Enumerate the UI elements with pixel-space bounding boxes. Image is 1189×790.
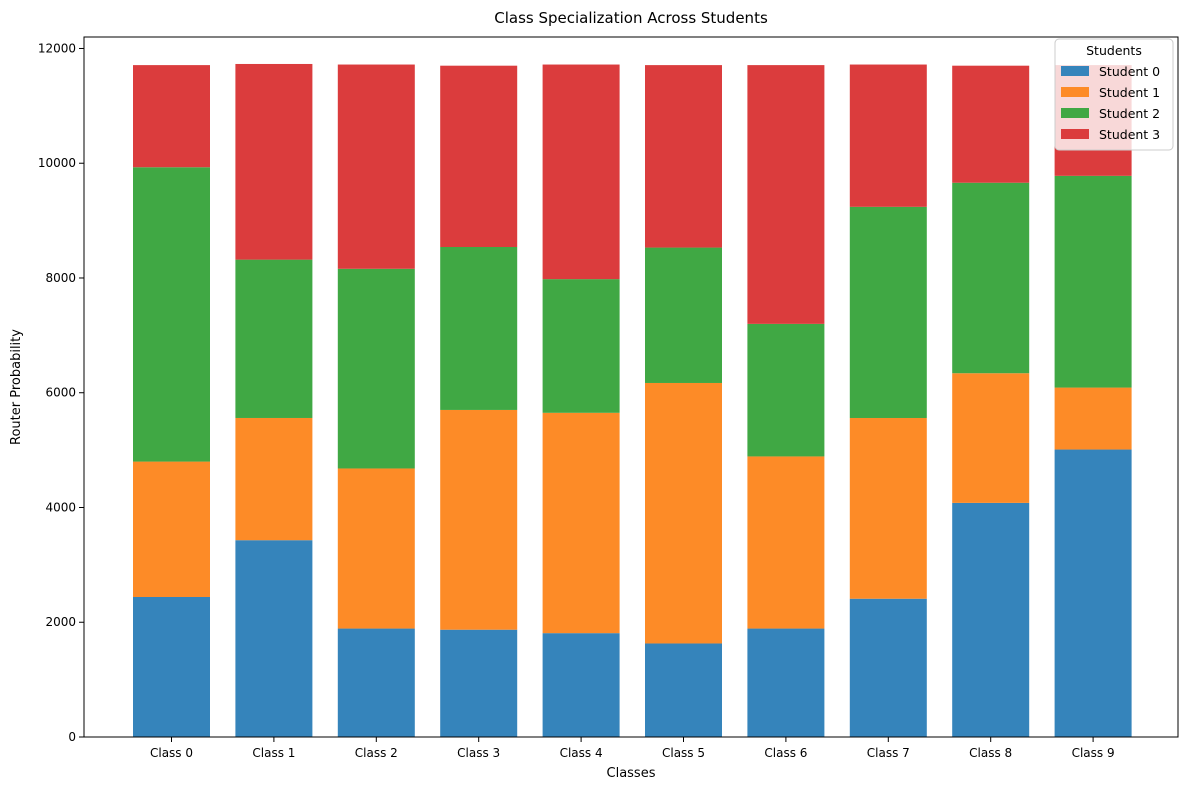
legend-label-student-0: Student 0 xyxy=(1099,64,1160,79)
legend-items: Student 0 Student 1 Student 2 Student 3 xyxy=(1061,64,1160,142)
x-axis: Class 0 Class 1 Class 2 Class 3 Class 4 Class… xyxy=(150,737,1115,760)
bar-segment-student-0-class-3 xyxy=(440,629,518,737)
bar-segment-student-3-class-1 xyxy=(235,63,313,260)
bar-segment-student-0-class-6 xyxy=(747,628,825,737)
bar-segment-student-3-class-8 xyxy=(952,65,1030,183)
legend-swatch-student-2 xyxy=(1061,108,1089,118)
x-tick-label: Class 6 xyxy=(764,746,807,760)
y-tick-label: 0 xyxy=(68,730,76,744)
bar-segment-student-0-class-4 xyxy=(542,633,620,737)
bar-stacks xyxy=(133,63,1132,737)
y-tick-label: 4000 xyxy=(45,500,76,514)
legend-label-student-2: Student 2 xyxy=(1099,106,1160,121)
legend-swatch-student-0 xyxy=(1061,66,1089,76)
bar-segment-student-3-class-2 xyxy=(337,64,415,269)
y-axis-label: Router Probability xyxy=(9,329,24,445)
bar-segment-student-0-class-9 xyxy=(1054,449,1132,737)
bar-segment-student-1-class-6 xyxy=(747,456,825,629)
x-tick-label: Class 9 xyxy=(1072,746,1115,760)
bar-segment-student-3-class-7 xyxy=(849,64,927,207)
bar-segment-student-2-class-4 xyxy=(542,279,620,413)
bar-segment-student-0-class-2 xyxy=(337,628,415,737)
legend-label-student-1: Student 1 xyxy=(1099,85,1160,100)
x-tick-label: Class 8 xyxy=(969,746,1012,760)
y-tick-label: 12000 xyxy=(38,41,76,55)
bar-segment-student-1-class-2 xyxy=(337,468,415,629)
bar-segment-student-1-class-8 xyxy=(952,373,1030,503)
bar-segment-student-2-class-9 xyxy=(1054,175,1132,388)
bar-segment-student-3-class-4 xyxy=(542,64,620,280)
bar-segment-student-3-class-0 xyxy=(133,65,210,168)
x-tick-label: Class 1 xyxy=(252,746,295,760)
x-axis-label: Classes xyxy=(607,766,656,781)
bar-segment-student-3-class-5 xyxy=(645,65,722,248)
bar-segment-student-0-class-0 xyxy=(133,597,210,737)
bar-segment-student-1-class-9 xyxy=(1054,387,1132,450)
legend-swatch-student-1 xyxy=(1061,87,1089,97)
bar-segment-student-2-class-2 xyxy=(337,268,415,469)
plot-frame xyxy=(83,36,1179,738)
y-axis: 0 2000 4000 6000 8000 10000 12000 xyxy=(38,41,84,744)
y-tick-label: 10000 xyxy=(38,156,76,170)
bar-segment-student-1-class-4 xyxy=(542,412,620,634)
bar-segment-student-1-class-3 xyxy=(440,409,518,630)
bar-segment-student-2-class-7 xyxy=(849,206,927,418)
bar-segment-student-0-class-5 xyxy=(645,643,722,737)
x-tick-label: Class 0 xyxy=(150,746,193,760)
y-tick-label: 6000 xyxy=(45,386,76,400)
bar-segment-student-2-class-3 xyxy=(440,247,518,410)
legend-swatch-student-3 xyxy=(1061,129,1089,139)
bar-segment-student-3-class-3 xyxy=(440,65,518,247)
bar-segment-student-2-class-1 xyxy=(235,259,313,418)
legend-title: Students xyxy=(1086,43,1142,58)
bar-segment-student-1-class-5 xyxy=(645,382,722,644)
bar-segment-student-1-class-7 xyxy=(849,417,927,599)
y-tick-label: 8000 xyxy=(45,271,76,285)
bar-segment-student-2-class-5 xyxy=(645,247,722,383)
bar-segment-student-0-class-7 xyxy=(849,598,927,737)
y-tick-label: 2000 xyxy=(45,615,76,629)
bar-segment-student-2-class-0 xyxy=(133,167,210,462)
chart-title: Class Specialization Across Students xyxy=(494,9,768,27)
bar-segment-student-2-class-8 xyxy=(952,182,1030,374)
bar-segment-student-2-class-6 xyxy=(747,323,825,457)
x-tick-label: Class 3 xyxy=(457,746,500,760)
bar-segment-student-0-class-8 xyxy=(952,502,1030,737)
bar-segment-student-3-class-6 xyxy=(747,65,825,324)
x-tick-label: Class 4 xyxy=(560,746,603,760)
x-tick-label: Class 5 xyxy=(662,746,705,760)
legend-label-student-3: Student 3 xyxy=(1099,127,1160,142)
x-tick-label: Class 2 xyxy=(355,746,398,760)
bar-segment-student-0-class-1 xyxy=(235,540,313,737)
bar-segment-student-1-class-0 xyxy=(133,461,210,597)
bar-segment-student-1-class-1 xyxy=(235,417,313,541)
x-tick-label: Class 7 xyxy=(867,746,910,760)
